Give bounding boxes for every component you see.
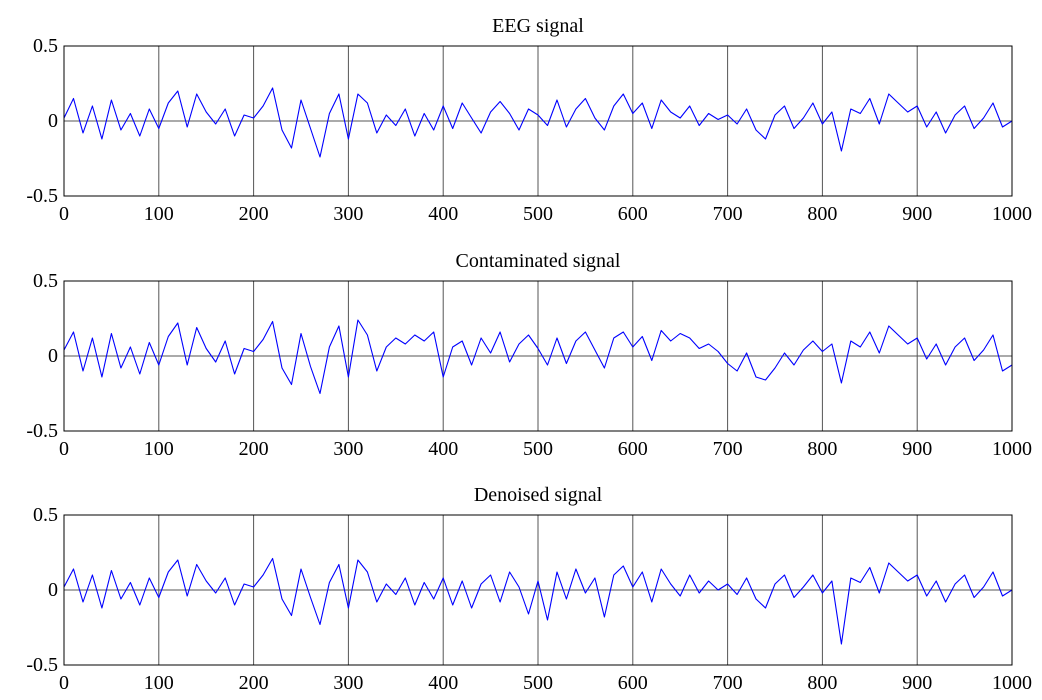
y-tick-label: 0.5 [33,35,58,57]
x-tick-label: 800 [807,672,837,694]
x-tick-label: 400 [428,672,458,694]
x-tick-label: 1000 [992,438,1032,460]
plot-frame [63,280,1013,432]
plot-frame [63,514,1013,666]
x-tick-label: 300 [333,672,363,694]
x-tick-label: 600 [618,438,648,460]
y-tick-label: 0 [48,579,58,601]
x-tick-label: 500 [523,203,553,225]
y-tick-label: -0.5 [26,654,58,676]
x-tick-label: 600 [618,203,648,225]
y-tick-label: 0.5 [33,504,58,526]
x-tick-label: 900 [902,203,932,225]
y-tick-label: -0.5 [26,420,58,442]
x-tick-label: 700 [713,438,743,460]
chart-title: Contaminated signal [456,250,621,272]
chart-panel-2: Contaminated signal 0 100 200 300 400 500 600 70… [26,250,1032,460]
x-tick-label: 1000 [992,672,1032,694]
y-tick-label: 0 [48,345,58,367]
x-tick-label: 400 [428,438,458,460]
x-tick-label: 600 [618,672,648,694]
x-tick-label: 0 [59,203,69,225]
chart-title: EEG signal [492,15,584,37]
signal-line [63,319,1013,395]
x-tick-label: 200 [239,672,269,694]
x-tick-label: 300 [333,203,363,225]
chart-title: Denoised signal [474,484,603,506]
x-tick-label: 800 [807,203,837,225]
x-tick-label: 0 [59,438,69,460]
signal-line [63,87,1013,158]
x-tick-label: 200 [239,203,269,225]
chart-panel-1: EEG signal 0 100 200 300 400 500 600 700 800 900 10… [26,15,1032,225]
x-tick-label: 1000 [992,203,1032,225]
x-tick-label: 100 [144,672,174,694]
x-tick-label: 500 [523,438,553,460]
x-tick-label: 400 [428,203,458,225]
x-tick-label: 900 [902,672,932,694]
plot-frame [63,45,1013,197]
x-tick-label: 100 [144,203,174,225]
x-tick-label: 0 [59,672,69,694]
x-tick-label: 700 [713,672,743,694]
signal-line [63,557,1013,645]
x-tick-label: 900 [902,438,932,460]
x-tick-label: 700 [713,203,743,225]
x-tick-label: 800 [807,438,837,460]
x-tick-label: 300 [333,438,363,460]
y-tick-label: 0.5 [33,270,58,292]
y-tick-label: 0 [48,110,58,132]
y-tick-label: -0.5 [26,185,58,207]
chart-panel-3: Denoised signal 0 100 200 300 400 500 600 700 800… [26,484,1032,694]
x-tick-label: 200 [239,438,269,460]
x-tick-label: 100 [144,438,174,460]
x-tick-label: 500 [523,672,553,694]
